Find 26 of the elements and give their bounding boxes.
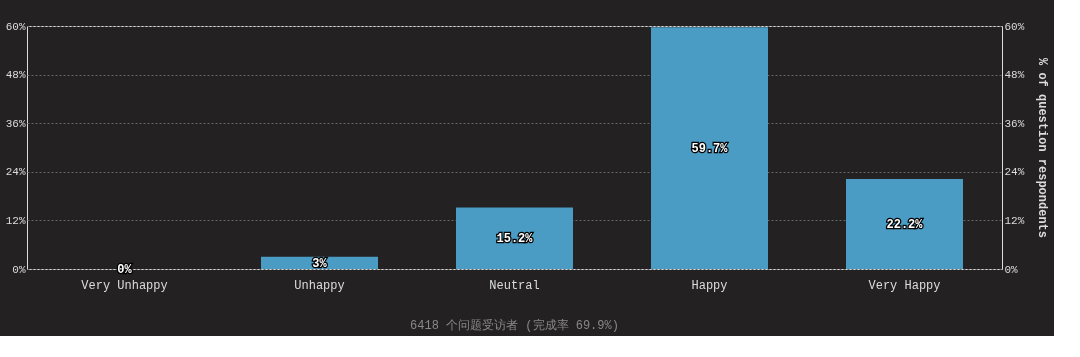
x-tick-label: Very Happy [868, 278, 941, 293]
y2-tick-label: 0% [1004, 263, 1019, 276]
data-label: 59.7% [691, 142, 729, 157]
y-tick-label: 48% [5, 69, 26, 82]
y-tick-label: 36% [5, 117, 26, 130]
y-tick-label: 12% [5, 214, 26, 227]
x-tick-label: Unhappy [294, 278, 345, 293]
text: 6418 个问题受访者 (完成率 69.9%) [410, 318, 619, 333]
y-tick-label: 24% [5, 166, 26, 179]
y-tick-label: 60% [5, 20, 26, 33]
y2-tick-label: 48% [1004, 69, 1025, 82]
x-tick-label: Very Unhappy [81, 278, 168, 293]
y2-tick-label: 12% [1004, 214, 1025, 227]
y-tick-label: 0% [12, 263, 26, 276]
y2-axis-title: % of question respondents [1035, 57, 1050, 239]
y2-tick-label: 36% [1004, 117, 1025, 130]
x-tick-label: Neutral [489, 278, 540, 293]
data-label: 3% [312, 256, 328, 271]
y2-tick-label: 24% [1004, 166, 1025, 179]
bar [651, 27, 768, 269]
bar [456, 207, 573, 269]
x-tick-label: Happy [691, 278, 728, 293]
data-label: 15.2% [496, 232, 534, 247]
y2-tick-label: 60% [1004, 20, 1025, 33]
data-label: 22.2% [886, 218, 924, 233]
bar [846, 179, 963, 269]
